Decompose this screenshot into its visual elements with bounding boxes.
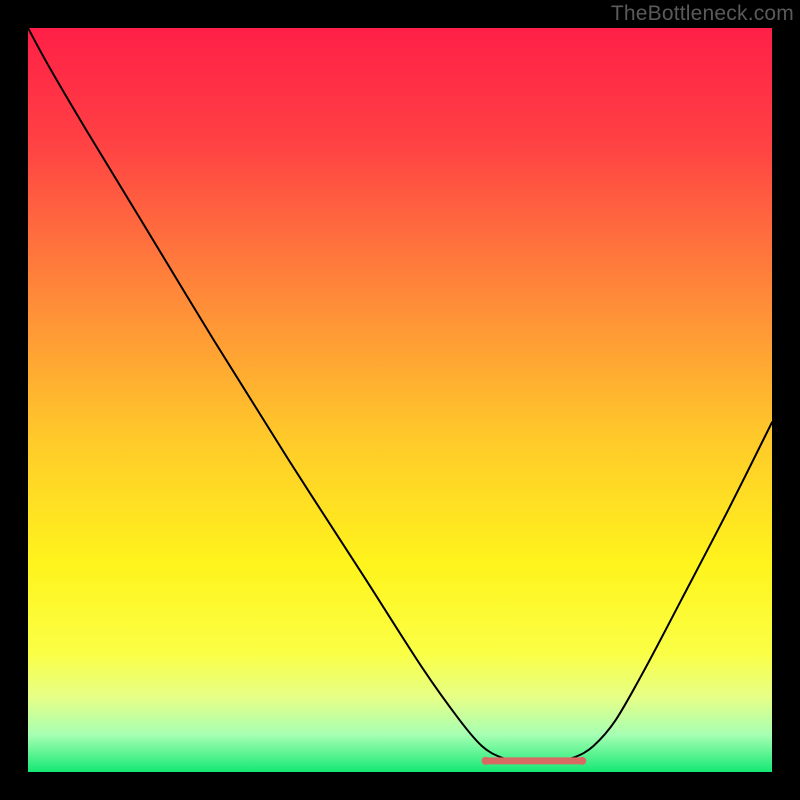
chart-container: TheBottleneck.com (0, 0, 800, 800)
flat-zone-end-left (482, 757, 490, 765)
watermark-text: TheBottleneck.com (611, 2, 794, 26)
flat-zone-end-right (578, 757, 586, 765)
bottleneck-curve-chart (0, 0, 800, 800)
